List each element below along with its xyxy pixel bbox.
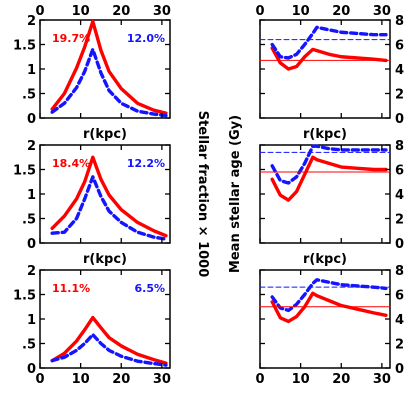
xtick-label: 0	[255, 372, 264, 387]
xtick-label: 0	[35, 372, 44, 387]
ytick-label: 0	[395, 362, 404, 377]
ytick-label: 8	[395, 264, 404, 279]
xlabel-right-middle: r(kpc)	[303, 252, 347, 267]
xtick-label: 30	[153, 4, 171, 19]
xlabel-left-top: r(kpc)	[83, 127, 127, 142]
series-red-solid-2	[50, 315, 168, 365]
panel-left-top: 0 10 20 30 0 .5 1 1.5 2	[13, 4, 171, 127]
ytick-label: 6	[395, 39, 404, 54]
panel-left-middle: 0 .5 1 1.5 2	[13, 139, 170, 252]
series-red-solid-3	[270, 46, 388, 71]
xtick-label: 30	[153, 372, 171, 387]
xtick-label: 0	[255, 4, 264, 19]
ytick-label: 0	[395, 112, 404, 127]
ytick-label: 1.5	[13, 164, 36, 179]
xtick-label: 10	[292, 372, 310, 387]
annotation-left-top-red: 19.7%	[52, 32, 90, 45]
xtick-label: 20	[112, 4, 130, 19]
xtick-label: 20	[112, 372, 130, 387]
ytick-label: 8	[395, 139, 404, 154]
xtick-label: 20	[332, 4, 350, 19]
ytick-label: 6	[395, 164, 404, 179]
series-blue-dashed-1	[50, 175, 168, 241]
ytick-label: 2	[395, 88, 404, 103]
annotation-left-bottom-blue: 6.5%	[134, 282, 165, 295]
xlabel-right-top: r(kpc)	[303, 127, 347, 142]
annotation-left-middle-blue: 12.2%	[127, 157, 165, 170]
ytick-label: 0	[395, 237, 404, 252]
series-red-solid-0	[50, 19, 168, 115]
right-ylabel: Mean stellar age (Gy)	[228, 115, 243, 273]
ytick-label: 1	[27, 313, 36, 328]
xtick-label: 30	[373, 4, 391, 19]
series-red-solid-1	[50, 155, 168, 238]
ytick-label: 4	[395, 188, 404, 203]
panel-right-bottom: 0 10 20 30 0 2 4 6 8	[255, 264, 404, 387]
annotation-left-middle-red: 18.4%	[52, 157, 90, 170]
left-ylabel: Stellar fraction × 1000	[195, 111, 210, 278]
ytick-label: 4	[395, 63, 404, 78]
xtick-label: 0	[35, 4, 44, 19]
series-blue-dashed-5	[270, 278, 388, 313]
ytick-label: 2	[27, 139, 36, 154]
ytick-label: 8	[395, 14, 404, 29]
ytick-label: 1.5	[13, 39, 36, 54]
xtick-label: 10	[292, 4, 310, 19]
ytick-label: 1	[27, 188, 36, 203]
series-blue-dashed-2	[50, 332, 168, 367]
ytick-label: 2	[395, 338, 404, 353]
series-red-solid-5	[270, 291, 388, 324]
xlabel-left-middle: r(kpc)	[83, 252, 127, 267]
ytick-label: 2	[27, 264, 36, 279]
ytick-label: 0	[27, 237, 36, 252]
series-red-solid-4	[270, 155, 388, 202]
ytick-label: 1.5	[13, 289, 36, 304]
ytick-label: 6	[395, 289, 404, 304]
panel-left-bottom: 0 10 20 30 0 .5 1 1.5 2	[13, 264, 171, 387]
xtick-label: 30	[373, 372, 391, 387]
xtick-label: 10	[72, 4, 90, 19]
xtick-label: 10	[72, 372, 90, 387]
ytick-label: 4	[395, 313, 404, 328]
ytick-label: 2	[27, 14, 36, 29]
panel-right-middle: 0 2 4 6 8	[259, 139, 404, 252]
series-blue-dashed-3	[270, 25, 388, 60]
ytick-label: 1	[27, 63, 36, 78]
ytick-label: 0	[27, 362, 36, 377]
ytick-label: .5	[22, 213, 36, 228]
series-blue-dashed-0	[50, 47, 168, 118]
annotation-left-bottom-red: 11.1%	[52, 282, 90, 295]
annotation-left-top-blue: 12.0%	[127, 32, 165, 45]
panel-right-top: 0 10 20 30 0 2 4 6 8	[255, 4, 404, 127]
series-blue-dashed-4	[270, 144, 388, 185]
ytick-label: .5	[22, 338, 36, 353]
ytick-label: .5	[22, 88, 36, 103]
ytick-label: 2	[395, 213, 404, 228]
ytick-label: 0	[27, 112, 36, 127]
xtick-label: 20	[332, 372, 350, 387]
